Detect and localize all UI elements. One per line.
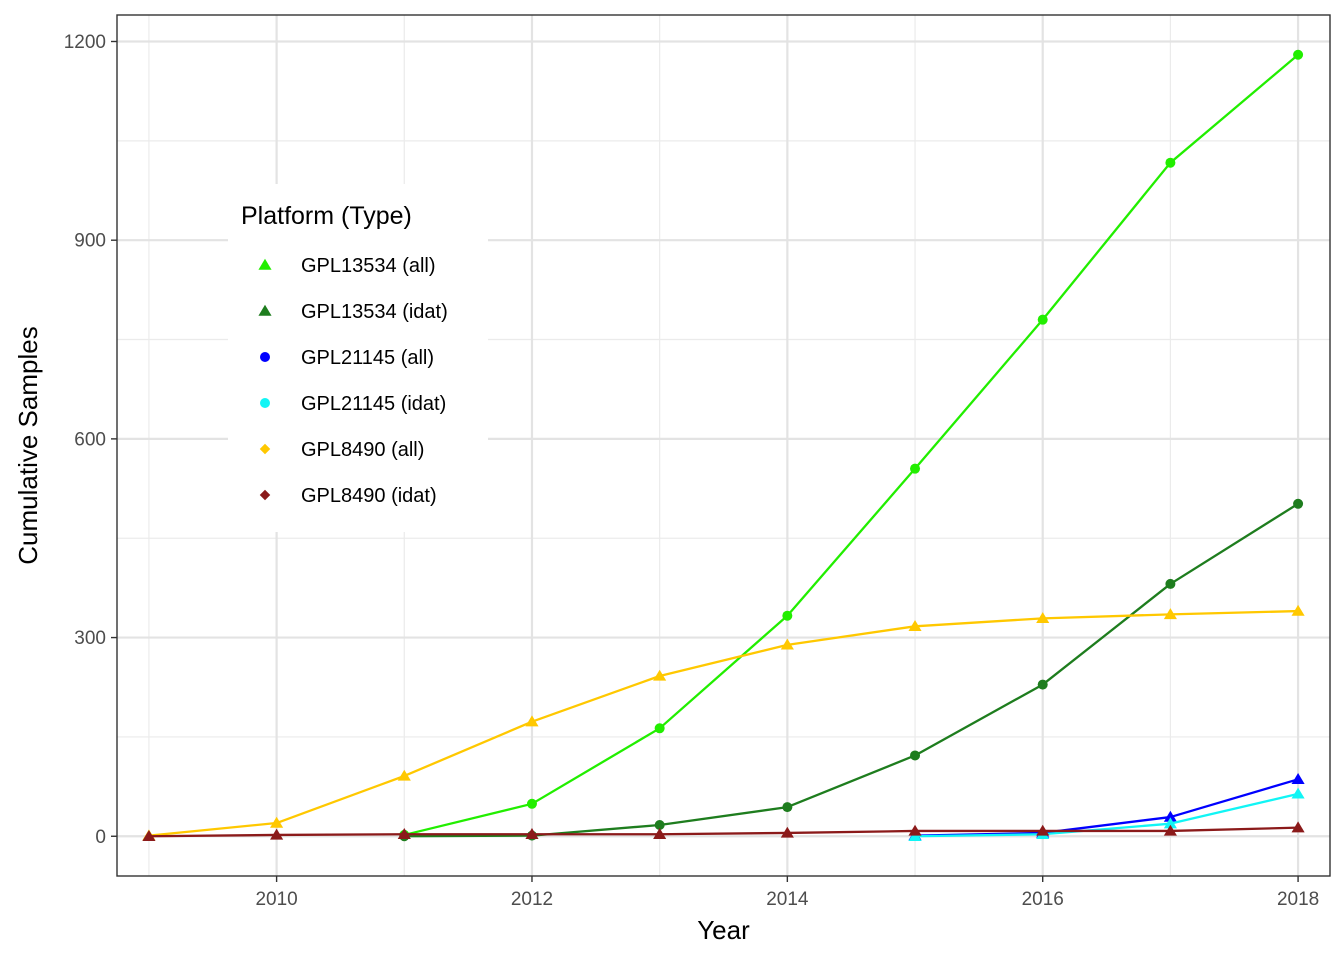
series-line-gpl21145-idat (915, 792, 1299, 838)
data-point-gpl21145-idat (1163, 817, 1177, 829)
data-point-gpl8490-idat (397, 828, 411, 839)
x-axis-title: Year (697, 915, 750, 945)
series-gpl8490-all (142, 604, 1305, 841)
legend-item: GPL21145 (idat) (260, 393, 446, 415)
data-point-gpl13534-all (1037, 314, 1048, 325)
data-point-gpl13534-all (1293, 49, 1304, 60)
data-point-gpl8490-all (1163, 608, 1177, 620)
series-gpl13534-idat (399, 498, 1304, 842)
legend-key-diamond (259, 489, 271, 501)
data-point-gpl8490-all (525, 715, 539, 727)
y-tick-label: 0 (95, 827, 106, 848)
data-point-gpl13534-all (1165, 157, 1176, 168)
y-tick-label: 600 (74, 429, 106, 450)
series-layer (142, 49, 1305, 842)
legend-key-circle (260, 398, 270, 408)
data-point-gpl8490-idat (1163, 824, 1177, 836)
y-tick-label: 300 (74, 628, 106, 649)
data-point-gpl13534-idat (1037, 679, 1048, 690)
data-point-gpl8490-all (653, 669, 667, 681)
legend-item: GPL13534 (idat) (258, 301, 448, 323)
legend-key-triangle (258, 304, 272, 316)
x-tick-label: 2018 (1277, 889, 1319, 910)
data-point-gpl8490-all (397, 769, 411, 781)
legend-label: GPL21145 (all) (301, 347, 434, 369)
data-point-gpl21145-all (1163, 810, 1177, 822)
legend-background (228, 184, 488, 532)
legend-item: GPL8490 (idat) (259, 485, 437, 507)
data-point-gpl13534-idat (1165, 578, 1176, 589)
data-point-gpl8490-all (908, 620, 922, 631)
y-tick-label: 900 (74, 231, 106, 252)
data-point-gpl13534-idat (1293, 498, 1304, 509)
data-point-gpl13534-idat (910, 750, 921, 761)
data-point-gpl8490-idat (653, 828, 667, 839)
data-point-gpl8490-all (780, 638, 794, 650)
legend-key-triangle (258, 258, 272, 270)
series-line-gpl13534-idat (404, 502, 1299, 838)
x-tick-label: 2012 (511, 889, 553, 910)
legend-label: GPL21145 (idat) (301, 393, 446, 415)
series-line-gpl13534-all (404, 53, 1299, 837)
series-gpl13534-all (399, 49, 1304, 840)
data-point-gpl8490-idat (1036, 824, 1050, 836)
legend-label: GPL13534 (idat) (301, 301, 448, 323)
legend-label: GPL13534 (all) (301, 255, 436, 277)
legend-key-circle (260, 352, 270, 362)
data-point-gpl13534-all (654, 723, 665, 734)
data-point-gpl8490-idat (908, 824, 922, 836)
data-point-gpl8490-all (270, 816, 284, 828)
data-point-gpl13534-idat (782, 802, 793, 813)
y-axis-title: Cumulative Samples (13, 326, 43, 564)
legend-title: Platform (Type) (241, 202, 412, 230)
legend-item: GPL8490 (all) (259, 439, 424, 461)
data-point-gpl21145-all (1291, 773, 1305, 784)
x-tick-label: 2016 (1022, 889, 1064, 910)
panel-border (116, 14, 1331, 877)
data-point-gpl13534-all (526, 798, 537, 809)
data-point-gpl8490-all (1036, 612, 1050, 624)
legend-item: GPL21145 (all) (260, 347, 434, 369)
legend-label: GPL8490 (idat) (301, 485, 437, 507)
series-gpl8490-idat (142, 821, 1305, 841)
x-tick-label: 2010 (255, 889, 297, 910)
data-point-gpl8490-idat (1291, 821, 1305, 833)
series-line-gpl8490-all (148, 609, 1299, 837)
data-point-gpl13534-all (782, 610, 793, 621)
data-point-gpl13534-all (910, 463, 921, 474)
data-point-gpl13534-idat (654, 820, 665, 831)
data-point-gpl8490-idat (780, 826, 794, 838)
legend-key-diamond (259, 443, 271, 455)
series-line-gpl8490-idat (148, 826, 1299, 838)
legend-item: GPL13534 (all) (258, 255, 436, 277)
legend-label: GPL8490 (all) (301, 439, 424, 461)
y-tick-label: 1200 (64, 32, 106, 53)
data-point-gpl8490-idat (142, 830, 156, 841)
data-point-gpl8490-idat (270, 828, 284, 840)
legend: Platform (Type) GPL13534 (all) GPL13534 (i… (228, 184, 488, 532)
data-point-gpl8490-all (1291, 604, 1305, 616)
x-tick-label: 2014 (766, 889, 809, 910)
axis-layer: 0 300 600 900 1200 2010 2012 2014 2016 2018 Year Cu… (13, 32, 1319, 945)
data-point-gpl21145-idat (1291, 787, 1305, 799)
data-point-gpl8490-idat (525, 828, 539, 839)
